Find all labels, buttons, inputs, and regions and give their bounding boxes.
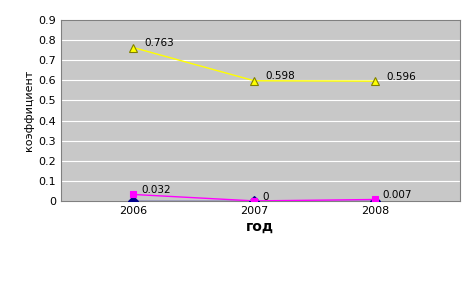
Line: Коэффициент текущей ликвидности: Коэффициент текущей ликвидности bbox=[129, 43, 379, 85]
Коэффициент текущей ликвидности bbox=[131, 46, 136, 49]
X-axis label: год: год bbox=[246, 220, 274, 234]
Text: 0.007: 0.007 bbox=[382, 190, 411, 200]
Коэффициент абсолютной ликвидности bbox=[372, 199, 378, 203]
Коэффициент быстрой ликвидности bbox=[251, 199, 257, 203]
Коэффициент быстрой ликвидности bbox=[131, 193, 136, 196]
Коэффициент абсолютной ликвидности bbox=[131, 199, 136, 203]
Y-axis label: коэффициент: коэффициент bbox=[24, 70, 34, 151]
Text: 0.596: 0.596 bbox=[386, 72, 416, 82]
Text: 0.763: 0.763 bbox=[144, 38, 174, 48]
Line: Коэффициент абсолютной ликвидности: Коэффициент абсолютной ликвидности bbox=[130, 197, 378, 204]
Text: 0.598: 0.598 bbox=[265, 71, 295, 82]
Коэффициент текущей ликвидности bbox=[372, 79, 378, 83]
Коэффициент абсолютной ликвидности bbox=[251, 199, 257, 203]
Line: Коэффициент быстрой ликвидности: Коэффициент быстрой ликвидности bbox=[130, 191, 378, 204]
Text: 0: 0 bbox=[263, 191, 269, 201]
Коэффициент текущей ликвидности bbox=[251, 79, 257, 82]
Text: 0.032: 0.032 bbox=[142, 185, 171, 195]
Коэффициент быстрой ликвидности bbox=[372, 198, 378, 201]
